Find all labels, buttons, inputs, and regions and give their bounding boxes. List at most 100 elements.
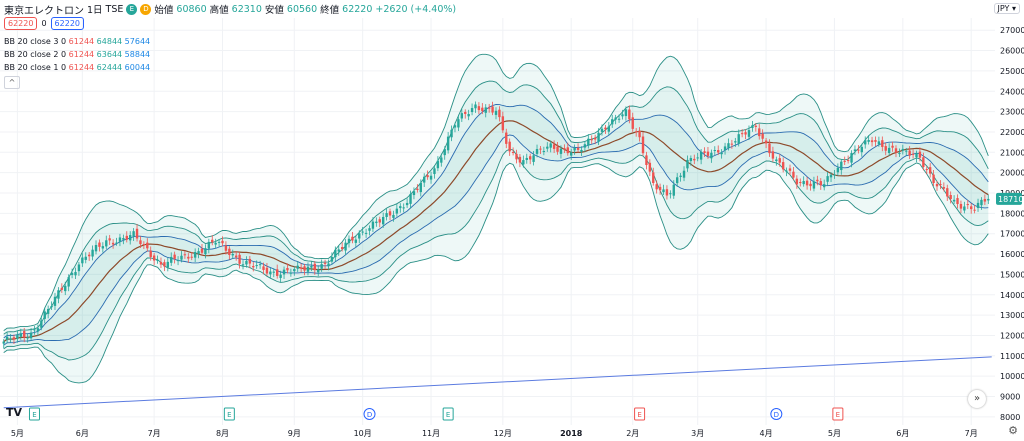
candle-body — [190, 256, 193, 258]
candle-body — [976, 202, 980, 208]
candle-body — [980, 199, 983, 206]
candle-body — [652, 172, 655, 183]
sell-button[interactable]: 62220 — [4, 17, 38, 30]
x-tick-label: 5月 — [828, 429, 841, 438]
candle-body — [125, 235, 128, 240]
candle-body — [822, 184, 826, 188]
candle-body — [522, 160, 525, 165]
candle-body — [570, 152, 573, 156]
candle-body — [118, 237, 122, 242]
candle-body — [436, 160, 440, 169]
symbol-header: 東京エレクトロン 1日 TSE E D 始値 60860 高値 62310 安値 60… — [4, 2, 456, 17]
candle-body — [132, 231, 135, 237]
candle-body — [166, 261, 170, 268]
candle-body — [805, 180, 809, 186]
gear-icon[interactable]: ⚙ — [1008, 424, 1018, 437]
candle-body — [778, 158, 781, 163]
candle-body — [973, 209, 976, 211]
candle-body — [658, 186, 662, 191]
candle-body — [539, 148, 542, 150]
buy-button[interactable]: 62220 — [50, 17, 84, 30]
event-marker[interactable] — [832, 407, 844, 421]
collapse-legend-icon[interactable]: ^ — [4, 76, 20, 89]
candle-body — [891, 145, 894, 148]
scroll-to-realtime-icon[interactable]: » — [968, 390, 986, 408]
low-value: 60560 — [286, 3, 318, 15]
candle-body — [228, 248, 231, 256]
candle-body — [29, 332, 33, 339]
candle-body — [111, 242, 115, 245]
candle-body — [149, 250, 152, 257]
candle-body — [723, 146, 727, 151]
candle-body — [361, 231, 364, 233]
candle-body — [217, 241, 221, 243]
candle-body — [193, 252, 197, 258]
candle-body — [211, 239, 214, 243]
candle-body — [330, 257, 334, 262]
candle-body — [771, 151, 775, 159]
candle-body — [501, 116, 505, 131]
candle-body — [546, 146, 549, 149]
candle-body — [286, 268, 289, 271]
x-tick-label: 7月 — [148, 429, 161, 438]
legend-lower: 60044 — [124, 63, 151, 72]
legend-name: BB 20 close 1 0 — [4, 63, 67, 72]
x-tick-label: 6月 — [896, 429, 909, 438]
candle-body — [720, 152, 723, 155]
last-price-tag — [996, 192, 1022, 205]
candle-body — [36, 328, 40, 332]
candle-body — [802, 181, 805, 185]
candle-body — [754, 125, 758, 127]
candle-body — [94, 244, 98, 252]
event-marker[interactable] — [442, 407, 454, 421]
candle-body — [600, 128, 604, 132]
event-marker[interactable] — [363, 408, 376, 420]
y-tick-label: 24000 — [1000, 87, 1024, 96]
dividend-badge[interactable]: D — [140, 3, 152, 15]
candle-body — [207, 241, 211, 249]
spread-value: 0 — [41, 19, 47, 28]
legend-upper: 62444 — [96, 63, 123, 72]
candle-body — [675, 177, 679, 184]
legend-name: BB 20 close 3 0 — [4, 37, 67, 46]
event-marker[interactable] — [770, 408, 783, 420]
candle-body — [857, 149, 860, 151]
legend-lower: 58844 — [124, 50, 151, 59]
event-label: E — [32, 411, 36, 419]
candle-body — [894, 148, 898, 153]
candle-body — [279, 274, 282, 278]
candle-body — [306, 266, 310, 272]
event-marker[interactable] — [28, 407, 40, 421]
candle-body — [323, 262, 327, 264]
x-tick-label: 11月 — [422, 429, 440, 438]
x-tick-label: 5月 — [11, 429, 24, 438]
candle-body — [628, 109, 631, 120]
interval-label[interactable]: 1日 — [87, 5, 103, 16]
symbol-name[interactable]: 東京エレクトロン — [4, 5, 84, 17]
candle-body — [170, 256, 173, 263]
candle-body — [334, 249, 337, 258]
legend-bb1[interactable]: BB 20 close 1 0 61244 62444 60044 — [4, 63, 150, 72]
y-tick-label: 14000 — [1000, 291, 1024, 300]
event-marker[interactable] — [634, 407, 646, 421]
y-tick-label: 15000 — [1000, 270, 1024, 279]
x-tick-label: 12月 — [494, 429, 512, 438]
candle-body — [252, 265, 255, 268]
candle-body — [197, 251, 200, 254]
candle-body — [43, 311, 46, 319]
bb2-upper-line — [3, 80, 989, 335]
currency-selector[interactable]: JPY ▾ — [993, 3, 1020, 14]
candle-body — [846, 160, 850, 162]
candle-body — [631, 117, 634, 129]
candle-body — [573, 147, 576, 151]
candle-body — [918, 151, 922, 158]
candle-body — [959, 203, 963, 209]
x-tick-label: 2018 — [560, 429, 583, 438]
legend-bb2[interactable]: BB 20 close 2 0 61244 63644 58844 — [4, 50, 150, 59]
event-marker[interactable] — [223, 407, 235, 421]
candle-body — [604, 127, 607, 130]
earnings-badge[interactable]: E — [126, 3, 138, 15]
candle-body — [662, 189, 665, 193]
legend-bb3[interactable]: BB 20 close 3 0 61244 64844 57644 — [4, 37, 150, 46]
